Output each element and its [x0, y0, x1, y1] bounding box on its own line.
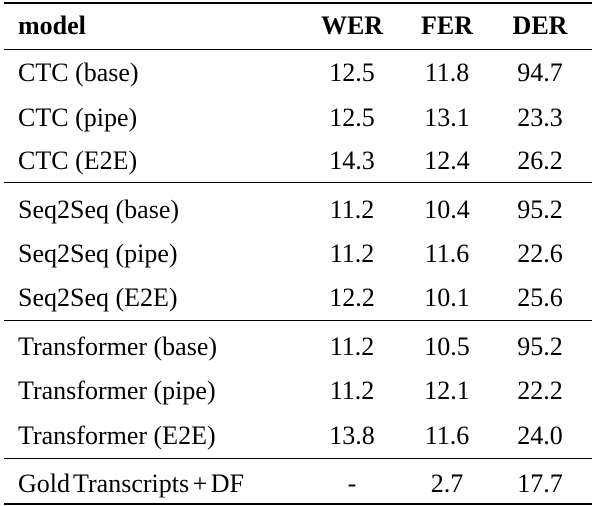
model-cell: Transformer (base)	[18, 332, 218, 361]
der-cell: 22.6	[517, 239, 563, 268]
wer-cell: 11.2	[329, 376, 375, 405]
model-cell: CTC (pipe)	[18, 103, 138, 132]
table-row: Seq2Seq (base) 11.2 10.4 95.2	[0, 190, 596, 230]
fer-cell: 11.6	[424, 421, 470, 450]
header-wer: WER	[320, 11, 384, 40]
wer-cell: 11.2	[329, 195, 375, 224]
table-row: CTC (base) 12.5 11.8 94.7	[0, 53, 596, 93]
fer-cell: 12.1	[424, 376, 470, 405]
der-cell: 95.2	[517, 332, 563, 361]
bottom-rule	[4, 503, 592, 505]
table-row: Transformer (pipe) 11.2 12.1 22.2	[0, 371, 596, 411]
der-cell: 26.2	[517, 146, 563, 175]
model-cell: CTC (base)	[18, 58, 139, 87]
group-rule	[4, 320, 592, 321]
model-cell: Gold Transcripts + DF	[18, 469, 244, 498]
top-rule	[4, 2, 592, 4]
table-row: Transformer (base) 11.2 10.5 95.2	[0, 327, 596, 367]
der-cell: 94.7	[517, 58, 563, 87]
fer-cell: 10.5	[424, 332, 470, 361]
fer-cell: 12.4	[424, 146, 470, 175]
table-row: CTC (E2E) 14.3 12.4 26.2	[0, 141, 596, 181]
header-row: model WER FER DER	[0, 6, 596, 46]
wer-cell: 12.5	[329, 103, 375, 132]
wer-cell: 11.2	[329, 239, 375, 268]
fer-cell: 10.1	[424, 283, 470, 312]
der-cell: 23.3	[517, 103, 563, 132]
der-cell: 95.2	[517, 195, 563, 224]
wer-cell: 13.8	[329, 421, 375, 450]
table-row: Seq2Seq (pipe) 11.2 11.6 22.6	[0, 234, 596, 274]
der-cell: 25.6	[517, 283, 563, 312]
model-cell: CTC (E2E)	[18, 146, 138, 175]
model-cell: Transformer (E2E)	[18, 421, 216, 450]
header-model: model	[18, 11, 86, 40]
model-cell: Seq2Seq (base)	[18, 195, 180, 224]
table-row: CTC (pipe) 12.5 13.1 23.3	[0, 98, 596, 138]
fer-cell: 11.8	[424, 58, 470, 87]
wer-cell: -	[347, 469, 357, 498]
group-rule	[4, 458, 592, 459]
header-fer: FER	[421, 11, 473, 40]
group-rule	[4, 182, 592, 183]
header-der: DER	[512, 11, 568, 40]
wer-cell: 12.2	[329, 283, 375, 312]
wer-cell: 14.3	[329, 146, 375, 175]
table-row: Transformer (E2E) 13.8 11.6 24.0	[0, 416, 596, 456]
fer-cell: 10.4	[424, 195, 470, 224]
header-rule	[4, 49, 592, 50]
model-cell: Transformer (pipe)	[18, 376, 216, 405]
model-cell: Seq2Seq (E2E)	[18, 283, 178, 312]
der-cell: 22.2	[517, 376, 563, 405]
fer-cell: 13.1	[424, 103, 470, 132]
table-row: Gold Transcripts + DF - 2.7 17.7	[0, 464, 596, 504]
fer-cell: 11.6	[424, 239, 470, 268]
model-cell: Seq2Seq (pipe)	[18, 239, 178, 268]
wer-cell: 11.2	[329, 332, 375, 361]
der-cell: 17.7	[517, 469, 563, 498]
wer-cell: 12.5	[329, 58, 375, 87]
table-row: Seq2Seq (E2E) 12.2 10.1 25.6	[0, 278, 596, 318]
fer-cell: 2.7	[430, 469, 464, 498]
der-cell: 24.0	[517, 421, 563, 450]
